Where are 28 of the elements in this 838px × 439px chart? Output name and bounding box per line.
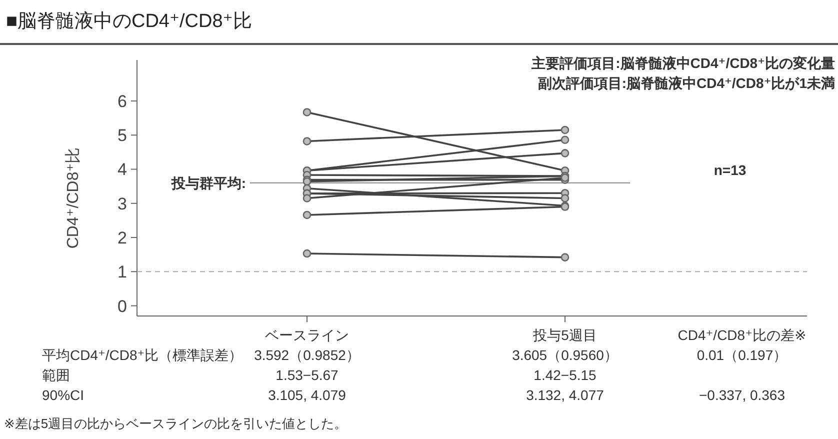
text: 90%CI	[42, 387, 84, 403]
ref-line-label: 投与群平均:	[170, 174, 246, 191]
y-tick-label: 1	[118, 262, 127, 282]
text: ※差は5週目の比からベースラインの比を引いた値とした。	[4, 416, 348, 431]
x-tick-label: ベースライン	[265, 327, 349, 343]
y-tick-label: 2	[118, 228, 127, 248]
text: −0.337, 0.363	[698, 387, 786, 403]
text: 3.605（0.9560）	[512, 347, 618, 363]
chart-title: ■脳脊髄液中のCD4⁺/CD8⁺比	[6, 10, 252, 32]
annotation: n=13	[714, 162, 746, 178]
annotation: 主要評価項目:脳脊髄液中CD4⁺/CD8⁺比の変化量	[530, 55, 835, 71]
x-tick-label: 投与5週目	[532, 327, 597, 343]
text: 平均CD4⁺/CD8⁺比（標準誤差）	[42, 347, 243, 363]
y-tick-label: 5	[118, 126, 127, 146]
y-tick-label: 6	[118, 92, 127, 111]
y-axis-title: CD4⁺/CD8⁺比	[64, 147, 82, 249]
text: 1.42−5.15	[534, 367, 597, 383]
annotation: 副次評価項目:脳脊髄液中CD4⁺/CD8⁺比が1未満	[538, 75, 835, 91]
text: 3.592（0.9852）	[254, 347, 360, 363]
text: 3.132, 4.077	[526, 387, 604, 403]
text: 0.01（0.197）	[696, 347, 788, 363]
y-tick-label: 4	[118, 160, 127, 180]
text: 3.105, 4.079	[268, 387, 346, 403]
text: 範囲	[42, 367, 70, 383]
y-tick-label: 0	[118, 296, 127, 316]
y-tick-label: 3	[118, 194, 127, 214]
text: 1.53−5.67	[276, 367, 339, 383]
text: CD4⁺/CD8⁺比の差※	[678, 327, 806, 343]
